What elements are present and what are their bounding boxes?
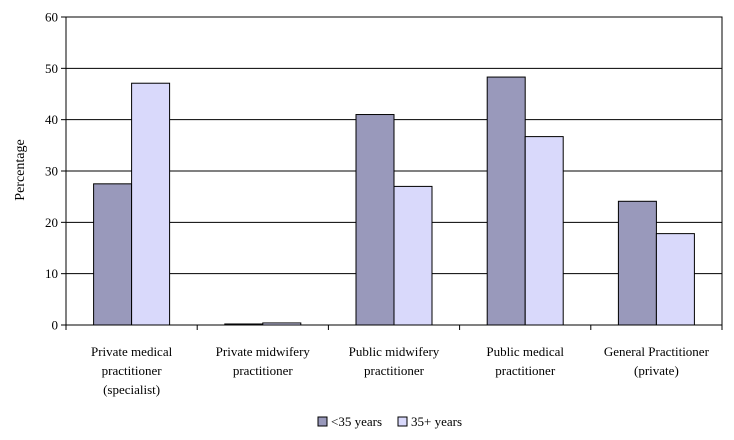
legend-label: 35+ years — [411, 414, 462, 429]
y-tick-label: 40 — [45, 112, 58, 127]
x-category-label: Public medical — [486, 344, 564, 359]
bar-under-35 — [355, 114, 395, 326]
bar-under-35 — [93, 183, 133, 326]
x-category-label: Public midwifery — [349, 344, 440, 359]
legend-label: <35 years — [331, 414, 382, 429]
legend-swatch — [397, 416, 408, 427]
y-tick-label: 60 — [45, 10, 58, 25]
legend-swatch — [317, 416, 328, 427]
x-category-label: practitioner — [102, 363, 163, 378]
bar-35-plus — [131, 82, 171, 326]
x-category-label: Private midwifery — [216, 344, 311, 359]
x-category-label: practitioner — [233, 363, 294, 378]
y-axis-title: Percentage — [13, 139, 28, 200]
x-category-label: (specialist) — [103, 382, 160, 397]
bar-under-35 — [224, 323, 264, 326]
bar-35-plus — [655, 233, 695, 326]
bar-under-35 — [486, 76, 526, 326]
y-tick-label: 30 — [45, 164, 58, 179]
bar-35-plus — [524, 136, 564, 326]
x-category-label: General Practitioner — [604, 344, 710, 359]
bar-35-plus — [262, 322, 302, 326]
bar-under-35 — [617, 200, 657, 326]
y-tick-label: 20 — [45, 215, 58, 230]
y-tick-label: 10 — [45, 266, 58, 281]
x-category-label: practitioner — [364, 363, 425, 378]
y-tick-label: 50 — [45, 61, 58, 76]
x-category-label: Private medical — [91, 344, 173, 359]
x-category-label: (private) — [634, 363, 679, 378]
bar-35-plus — [393, 185, 433, 326]
y-tick-label: 0 — [52, 318, 59, 333]
x-category-label: practitioner — [495, 363, 556, 378]
